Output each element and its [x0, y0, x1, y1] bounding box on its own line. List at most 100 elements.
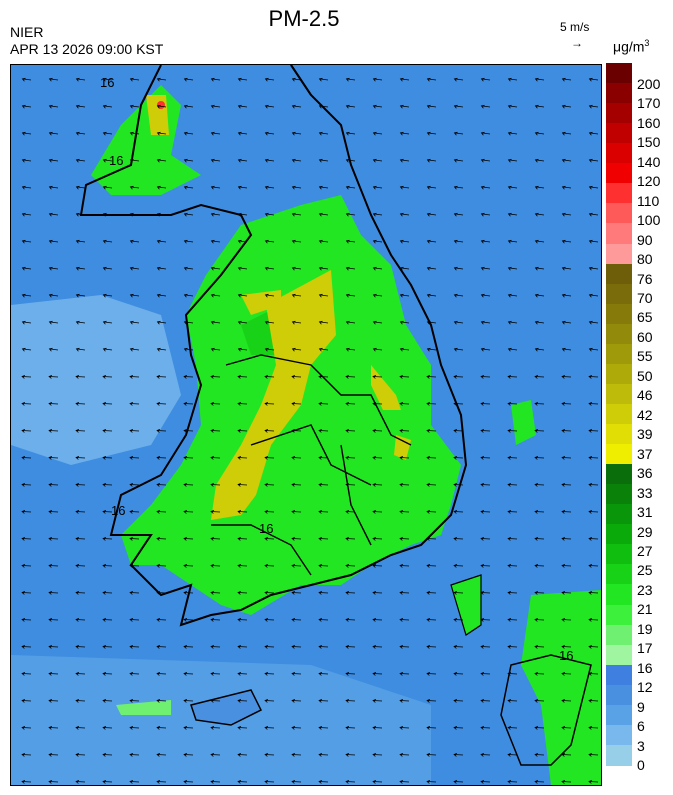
wind-arrow-icon	[372, 537, 383, 541]
wind-arrow-icon	[21, 510, 32, 514]
wind-arrow-icon	[453, 239, 464, 244]
legend-swatch	[606, 143, 632, 164]
wind-arrow-icon	[75, 104, 86, 109]
legend-swatch	[606, 63, 632, 84]
wind-arrow-icon	[561, 402, 572, 406]
wind-arrow-icon	[183, 320, 194, 325]
wind-arrow-icon	[318, 537, 329, 541]
pm25-map: 16 16 16 16 36 16	[10, 64, 602, 786]
wind-arrow-icon	[480, 158, 491, 163]
wind-arrow-icon	[480, 104, 491, 109]
wind-arrow-icon	[21, 591, 32, 595]
wind-arrow-icon	[588, 402, 599, 406]
wind-arrow-icon	[426, 104, 437, 109]
wind-arrow-icon	[102, 564, 113, 568]
wind-arrow-icon	[210, 510, 221, 514]
wind-arrow-icon	[480, 375, 491, 379]
wind-arrow-icon	[534, 266, 545, 271]
wind-arrow-icon	[75, 320, 86, 325]
wind-arrow-icon	[372, 591, 383, 595]
wind-arrow-icon	[534, 537, 545, 541]
wind-arrow-icon	[426, 510, 437, 514]
wind-arrow-icon	[372, 645, 383, 649]
wind-arrow-icon	[534, 158, 545, 163]
wind-arrow-icon	[507, 726, 518, 730]
wind-arrow-icon	[588, 618, 599, 622]
wind-arrow-icon	[75, 564, 86, 568]
wind-arrow-icon	[588, 375, 599, 379]
wind-arrow-icon	[75, 699, 86, 703]
wind-arrow-icon	[507, 564, 518, 568]
wind-arrow-icon	[129, 618, 140, 622]
wind-arrow-icon	[48, 375, 59, 379]
wind-arrow-icon	[534, 239, 545, 244]
wind-arrow-icon	[183, 402, 194, 406]
wind-arrow-icon	[480, 699, 491, 703]
wind-arrow-icon	[588, 239, 599, 244]
wind-arrow-icon	[399, 320, 410, 325]
legend-tick-label: 36	[637, 465, 653, 482]
legend-tick-label: 55	[637, 348, 653, 365]
wind-arrow-icon	[507, 483, 518, 487]
legend-tick-label: 17	[637, 640, 653, 657]
wind-arrow-icon	[75, 347, 86, 352]
wind-arrow-icon	[291, 185, 302, 190]
wind-arrow-icon	[129, 564, 140, 568]
wind-arrow-icon	[48, 537, 59, 541]
wind-arrow-icon	[534, 429, 545, 433]
wind-arrow-icon	[480, 618, 491, 622]
wind-arrow-icon	[210, 185, 221, 190]
wind-arrow-icon	[426, 185, 437, 190]
wind-arrow-icon	[21, 780, 32, 784]
wind-arrow-icon	[102, 591, 113, 595]
wind-arrow-icon	[156, 293, 167, 298]
wind-arrow-icon	[48, 672, 59, 676]
wind-arrow-icon	[399, 537, 410, 541]
legend-tick-label: 33	[637, 484, 653, 501]
wind-arrow-icon	[318, 293, 329, 298]
wind-arrow-icon	[318, 158, 329, 163]
wind-arrow-icon	[156, 564, 167, 568]
wind-arrow-icon	[48, 131, 59, 136]
wind-arrow-icon	[480, 672, 491, 676]
wind-arrow-icon	[507, 77, 518, 82]
wind-arrow-icon	[237, 726, 248, 730]
wind-arrow-icon	[399, 699, 410, 703]
wind-arrow-icon	[183, 131, 194, 136]
wind-arrow-icon	[561, 320, 572, 325]
legend-swatch	[606, 183, 632, 204]
wind-arrow-icon	[453, 618, 464, 622]
wind-arrow-icon	[453, 591, 464, 595]
wind-arrow-icon	[291, 645, 302, 649]
wind-scale-arrow-icon: →	[571, 36, 583, 50]
wind-arrow-icon	[156, 185, 167, 190]
wind-arrow-icon	[345, 375, 356, 379]
wind-arrow-icon	[183, 293, 194, 298]
wind-arrow-icon	[534, 618, 545, 622]
wind-arrow-icon	[372, 510, 383, 514]
wind-arrow-icon	[291, 510, 302, 514]
wind-arrow-icon	[561, 131, 572, 136]
wind-arrow-icon	[453, 699, 464, 703]
legend-swatch	[606, 343, 632, 365]
wind-arrow-icon	[561, 456, 572, 460]
wind-arrow-icon	[426, 726, 437, 730]
wind-arrow-icon	[318, 564, 329, 568]
wind-arrow-icon	[21, 645, 32, 649]
wind-arrow-icon	[102, 293, 113, 298]
wind-arrow-icon	[399, 266, 410, 271]
wind-arrow-icon	[48, 239, 59, 244]
wind-arrow-icon	[345, 429, 356, 433]
wind-arrow-icon	[480, 780, 491, 784]
wind-arrow-icon	[372, 780, 383, 784]
wind-arrow-icon	[291, 483, 302, 487]
wind-arrow-icon	[291, 239, 302, 244]
wind-arrow-icon	[588, 753, 599, 757]
wind-arrow-icon	[318, 104, 329, 109]
wind-arrow-icon	[156, 429, 167, 433]
legend-swatch	[606, 664, 632, 686]
wind-arrow-icon	[345, 645, 356, 649]
legend-tick-label: 200	[637, 76, 661, 92]
wind-arrow-icon	[237, 158, 248, 163]
wind-arrow-icon	[210, 375, 221, 379]
